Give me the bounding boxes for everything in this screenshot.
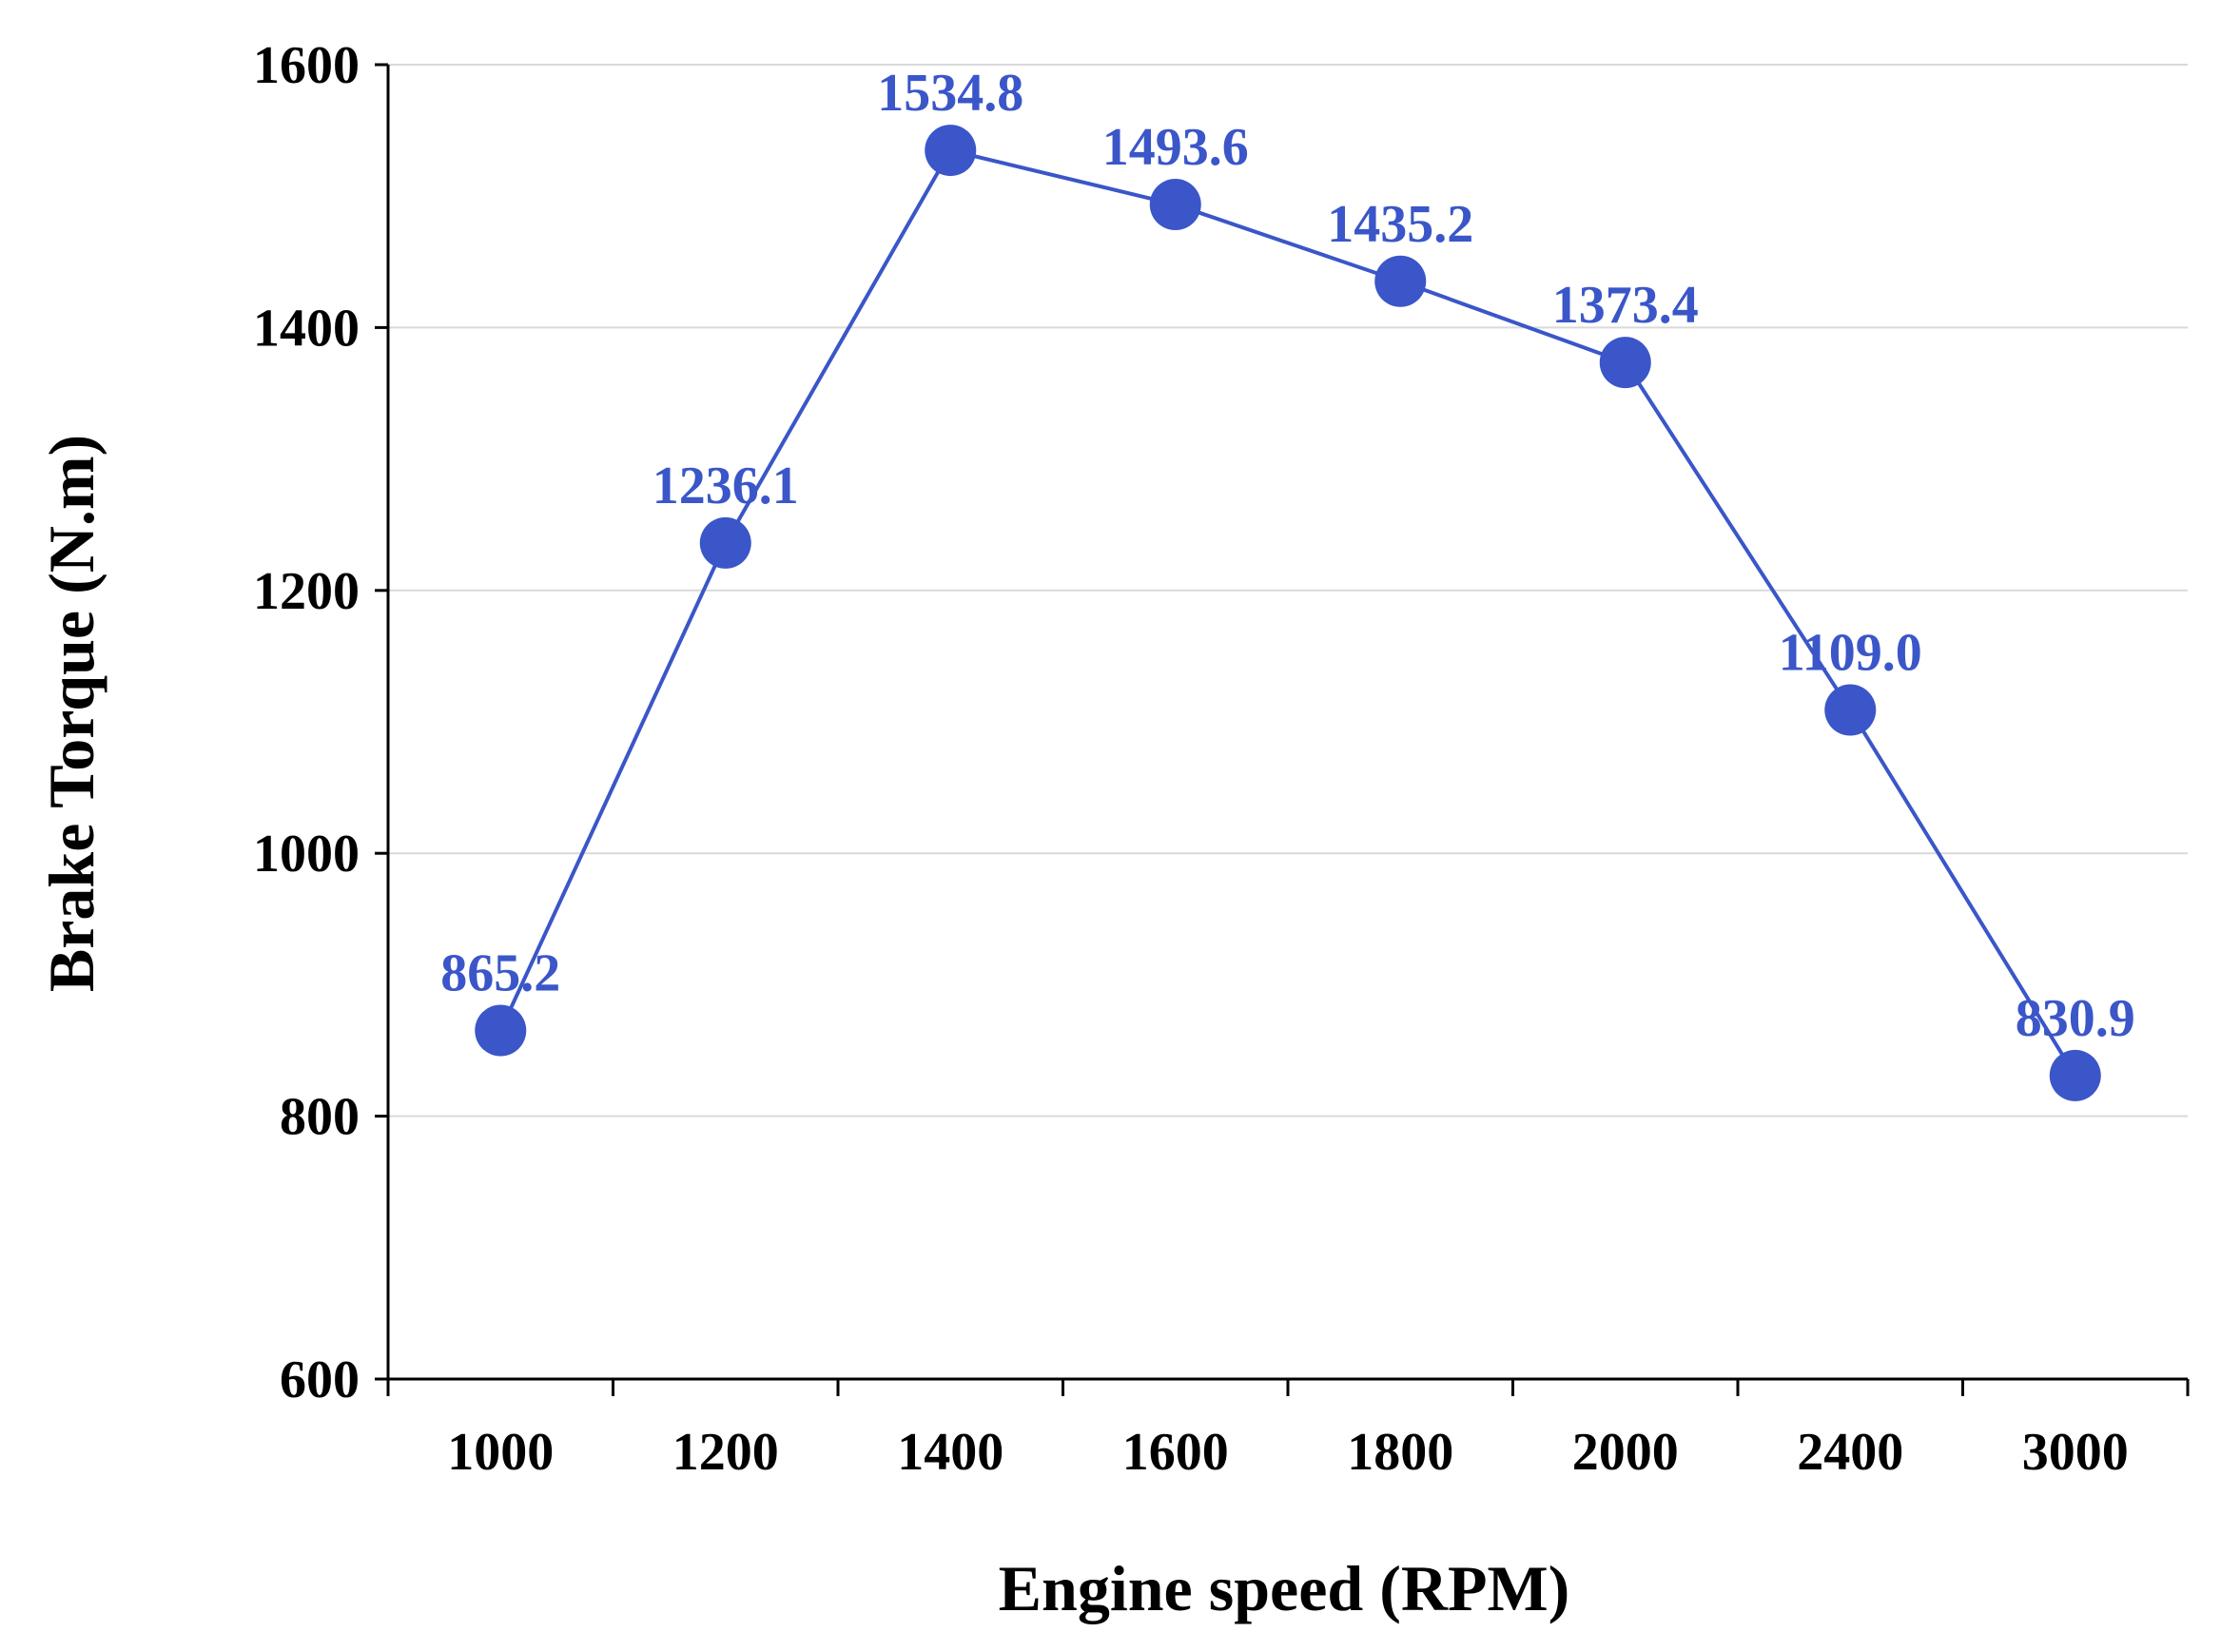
x-axis-title: Engine speed (RPM) <box>999 1552 1570 1624</box>
y-tick-label-1600: 1600 <box>253 36 360 95</box>
y-tick-label-600: 600 <box>280 1351 360 1409</box>
gridlines <box>388 64 2188 1118</box>
series-torque <box>475 125 2101 1101</box>
x-tick-label-3000: 3000 <box>2022 1423 2129 1482</box>
x-tick-label-1800: 1800 <box>1347 1423 1453 1482</box>
data-label-2400: 1109.0 <box>1779 624 1922 683</box>
data-point-2400 <box>1824 684 1877 736</box>
data-label-1800: 1435.2 <box>1327 195 1473 254</box>
data-point-1400 <box>925 125 977 177</box>
x-tick-label-1400: 1400 <box>897 1423 1003 1482</box>
data-label-1400: 1534.8 <box>877 64 1023 123</box>
y-tick-label-1400: 1400 <box>253 299 360 358</box>
x-axis-ticks: 1000 1200 1400 1600 1800 2000 2400 3000 <box>386 1379 2190 1482</box>
x-tick-label-2000: 2000 <box>1572 1423 1679 1482</box>
data-point-1600 <box>1149 179 1201 231</box>
data-point-2000 <box>1599 337 1651 389</box>
y-tick-label-1200: 1200 <box>253 562 360 621</box>
data-label-1600: 1493.6 <box>1102 118 1249 177</box>
data-label-1000: 865.2 <box>440 943 560 1002</box>
series-line <box>498 148 2077 1077</box>
x-tick-label-1200: 1200 <box>672 1423 779 1482</box>
y-axis-ticks: 600 800 1000 1200 1400 1600 <box>253 36 388 1409</box>
data-point-1200 <box>699 516 751 569</box>
axes <box>386 65 2188 1381</box>
y-tick-label-800: 800 <box>280 1088 360 1147</box>
data-label-2000: 1373.4 <box>1552 276 1699 335</box>
x-tick-label-1600: 1600 <box>1122 1423 1229 1482</box>
data-label-3000: 830.9 <box>2016 989 2135 1048</box>
x-tick-label-1000: 1000 <box>447 1423 554 1482</box>
y-tick-label-1000: 1000 <box>253 825 360 884</box>
data-label-1200: 1236.1 <box>653 457 799 515</box>
x-tick-label-2400: 2400 <box>1797 1423 1903 1482</box>
data-point-3000 <box>2049 1049 2101 1101</box>
data-labels: 865.2 1236.1 1534.8 1493.6 1435.2 1373.4 1109.… <box>440 64 2135 1048</box>
data-point-1800 <box>1374 255 1427 307</box>
data-point-1000 <box>475 1004 527 1057</box>
y-axis-title: Brake Torque (N.m) <box>35 435 107 992</box>
